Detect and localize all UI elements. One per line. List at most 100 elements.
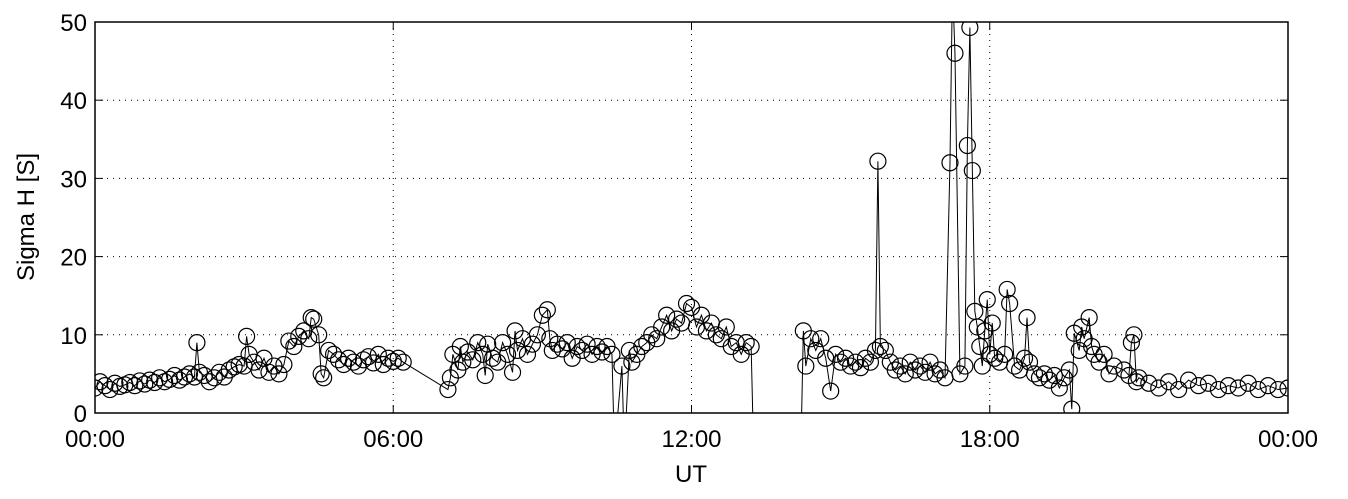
data-point xyxy=(285,337,303,356)
data-point xyxy=(238,327,256,345)
data-point xyxy=(667,310,686,328)
data-point xyxy=(533,306,551,324)
data-point xyxy=(498,345,517,363)
data-point xyxy=(961,22,979,37)
data-point xyxy=(876,341,894,360)
data-point xyxy=(476,366,494,385)
data-point xyxy=(329,351,348,369)
data-point xyxy=(916,363,934,381)
data-point xyxy=(996,345,1014,363)
data-point xyxy=(1105,357,1123,375)
data-point xyxy=(633,337,651,356)
data-point xyxy=(558,334,576,352)
y-tick-label: 40 xyxy=(60,88,87,115)
data-point xyxy=(958,136,976,155)
data-point xyxy=(1063,400,1081,413)
data-point xyxy=(593,343,611,361)
data-point xyxy=(568,337,586,356)
data-point xyxy=(302,308,320,327)
data-point xyxy=(454,353,472,371)
data-point xyxy=(832,353,850,371)
data-point xyxy=(180,365,199,383)
data-point xyxy=(963,161,981,180)
data-point xyxy=(126,377,144,395)
data-point xyxy=(121,373,139,392)
data-point xyxy=(1179,371,1198,389)
data-point xyxy=(1015,349,1034,367)
data-point xyxy=(1209,380,1228,399)
data-point xyxy=(205,369,223,387)
data-point xyxy=(384,352,402,370)
data-point xyxy=(1140,374,1158,392)
data-point xyxy=(389,349,407,367)
data-point xyxy=(1189,377,1208,395)
data-point xyxy=(1035,365,1054,383)
data-point xyxy=(300,330,318,348)
data-point xyxy=(1083,337,1101,356)
data-point xyxy=(737,334,755,352)
data-point xyxy=(896,365,914,383)
data-point xyxy=(528,326,547,344)
data-point xyxy=(1045,366,1063,385)
y-tick-label: 0 xyxy=(74,401,87,428)
data-point xyxy=(469,334,487,352)
data-point xyxy=(812,330,830,348)
data-point xyxy=(1001,294,1019,313)
data-point xyxy=(523,335,542,353)
data-point xyxy=(553,340,571,358)
y-tick-label: 30 xyxy=(60,166,87,193)
data-point xyxy=(538,301,556,319)
data-point xyxy=(210,363,228,381)
data-point xyxy=(1219,377,1237,395)
data-point xyxy=(841,357,860,375)
data-point xyxy=(1080,308,1098,327)
data-point xyxy=(312,365,330,383)
data-point xyxy=(1030,369,1049,387)
data-point xyxy=(394,353,412,371)
data-point xyxy=(578,335,596,353)
data-point xyxy=(188,334,206,352)
data-point xyxy=(275,355,293,374)
x-tick-label: 18:00 xyxy=(960,426,1020,453)
data-point xyxy=(1279,379,1288,397)
data-point xyxy=(354,351,373,369)
data-point xyxy=(861,353,880,371)
data-point xyxy=(677,294,696,313)
data-point xyxy=(613,357,631,375)
data-point xyxy=(1170,380,1188,399)
data-point xyxy=(1269,380,1287,399)
data-point xyxy=(1018,308,1036,327)
plot-area xyxy=(95,22,1288,413)
data-point xyxy=(1199,374,1218,392)
data-point xyxy=(588,337,606,356)
data-point xyxy=(508,341,527,360)
data-point xyxy=(374,355,392,374)
data-point xyxy=(503,363,522,381)
data-point xyxy=(320,341,338,360)
data-point xyxy=(956,357,974,375)
data-point xyxy=(280,332,298,350)
x-tick-label: 00:00 xyxy=(65,426,125,453)
data-point xyxy=(869,152,887,170)
data-point xyxy=(986,349,1004,367)
data-point xyxy=(1125,326,1143,344)
data-point xyxy=(1025,365,1044,383)
data-point xyxy=(165,366,184,385)
data-point xyxy=(136,375,154,393)
data-point xyxy=(190,363,208,381)
data-point xyxy=(344,353,363,371)
data-point xyxy=(797,357,815,375)
data-point xyxy=(978,291,996,309)
data-point xyxy=(494,334,512,352)
data-point xyxy=(998,280,1016,299)
data-point xyxy=(742,337,760,356)
data-point xyxy=(1259,377,1277,395)
data-point xyxy=(315,369,333,387)
data-point xyxy=(96,377,114,395)
data-point xyxy=(310,326,328,344)
data-point xyxy=(260,363,278,381)
y-tick-label: 50 xyxy=(60,10,87,37)
data-point xyxy=(1249,380,1267,399)
data-point xyxy=(290,327,308,345)
